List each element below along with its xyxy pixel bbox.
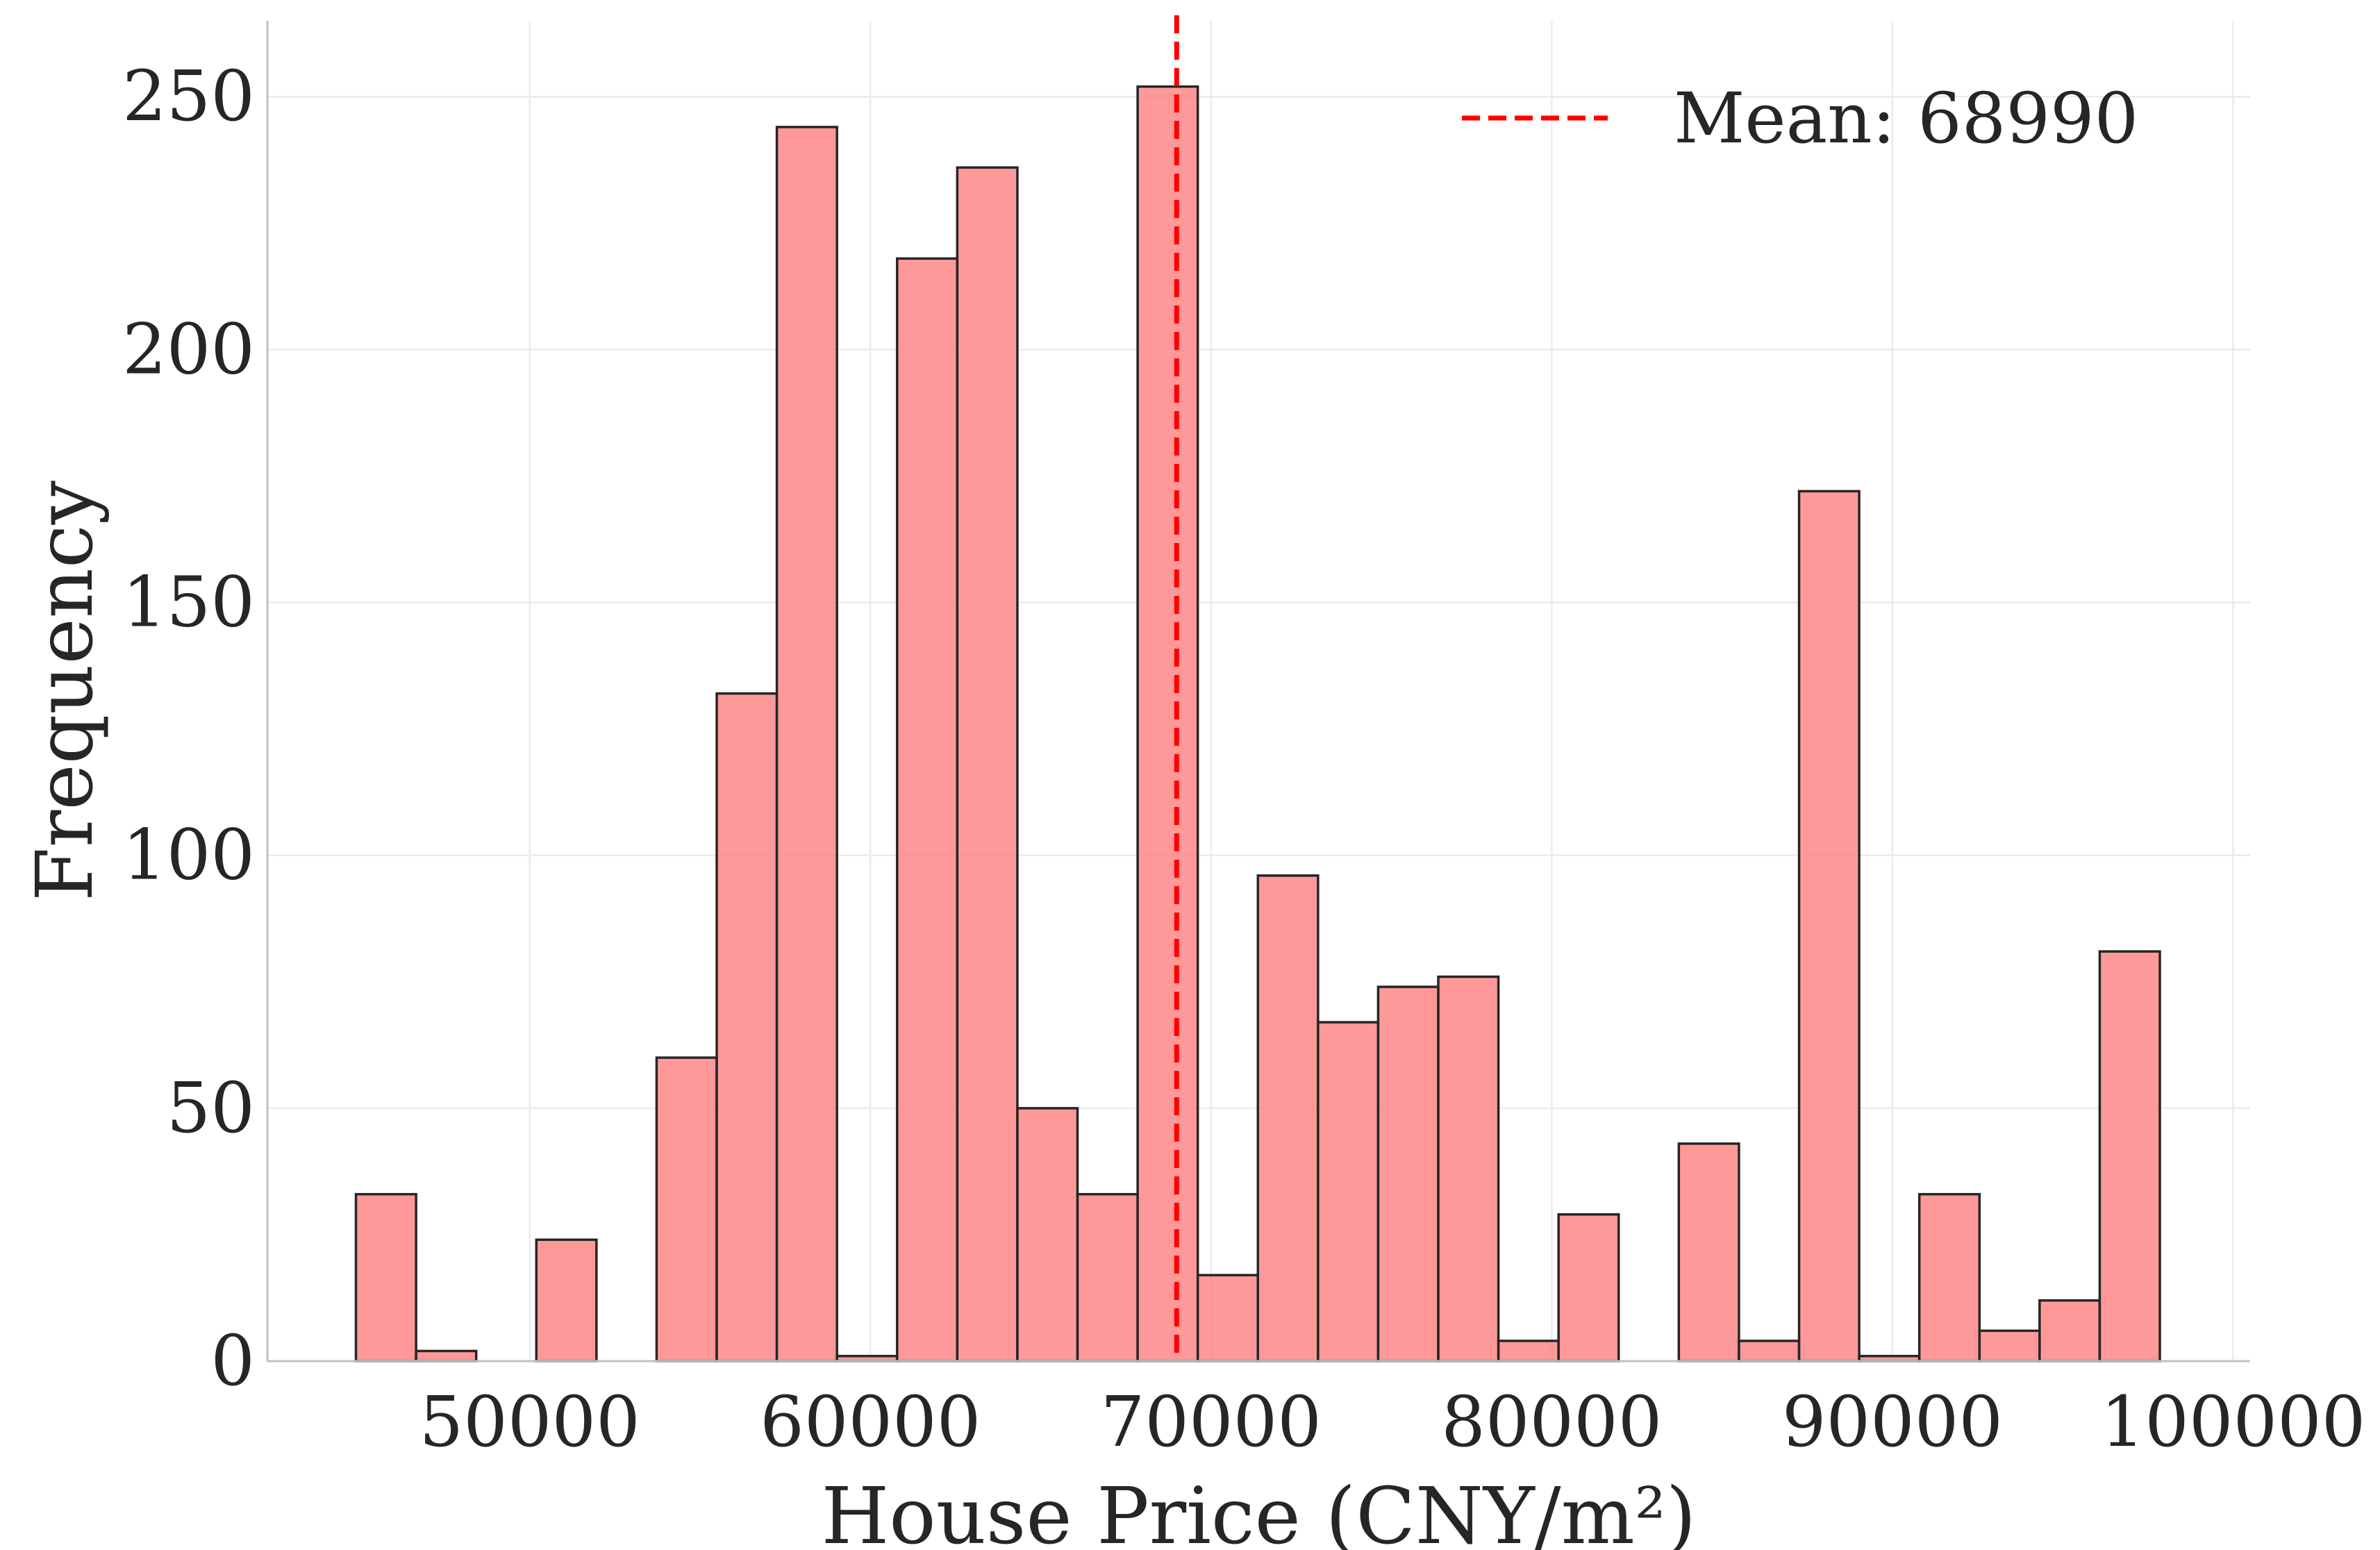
histogram-bar [956,166,1019,1362]
x-tick-label: 50000 [419,1381,640,1462]
y-tick-label: 50 [167,1067,255,1149]
histogram-bar [2098,950,2161,1362]
y-tick-label: 100 [122,815,255,896]
histogram-bar [1557,1213,1620,1362]
histogram-bar [1317,1021,1380,1362]
x-tick-label: 60000 [760,1381,981,1462]
x-tick-label: 90000 [1782,1381,2003,1462]
histogram-bar [1076,1192,1139,1362]
legend: Mean: 68990 [1462,78,2138,159]
x-tick-label: 100000 [2101,1381,2366,1462]
histogram-bar [415,1349,478,1362]
histogram-bar [1136,85,1199,1362]
axes-spines [266,21,2250,1362]
y-tick-label: 250 [122,56,255,137]
histogram-bar [896,257,959,1362]
histogram-bar [535,1238,598,1362]
histogram-bars [354,85,2161,1362]
histogram-bar [1738,1340,1801,1362]
histogram-bar [1797,490,1861,1362]
y-axis-label: Frequency [20,481,110,901]
legend-mean-label: Mean: 68990 [1674,78,2138,159]
histogram-bar [1677,1142,1740,1362]
histogram-bar [1256,874,1320,1362]
x-tick-label: 80000 [1441,1381,1662,1462]
histogram-bar [1497,1340,1560,1362]
x-axis-label: House Price (CNY/m²) [822,1472,1697,1550]
histogram-bar [1376,985,1440,1362]
histogram-bar [1917,1192,1981,1362]
y-tick-label: 200 [122,308,255,390]
y-tick-label: 0 [210,1320,255,1401]
histogram-bar [1196,1274,1260,1362]
tick-labels: 0 50 100 150 200 250 50000 60000 70000 80000 90000… [122,56,2365,1462]
y-tick-label: 150 [122,562,255,643]
histogram-bar [1978,1329,2041,1362]
histogram-bar [1437,975,1500,1362]
histogram-bar [354,1192,417,1362]
histogram-bar [655,1056,718,1362]
histogram-bar [2038,1299,2102,1362]
x-tick-label: 70000 [1101,1381,1322,1462]
histogram-bar [775,126,838,1362]
histogram-bar [715,692,779,1362]
histogram-bar [1016,1107,1079,1362]
